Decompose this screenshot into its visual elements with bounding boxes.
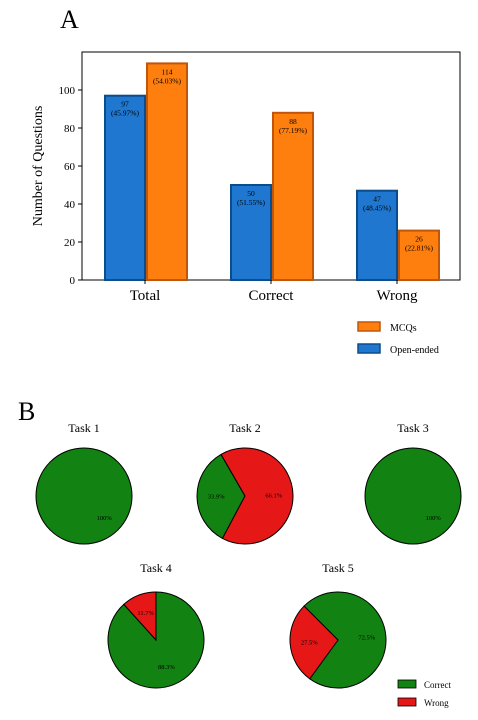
pie-slice-correct — [107, 591, 205, 689]
pie-slice-wrong — [289, 605, 339, 680]
bar-value-label: 97 — [121, 100, 129, 109]
legend-swatch — [357, 321, 381, 332]
pie-title: Task 5 — [322, 561, 354, 575]
pie-slice-label: 100% — [426, 515, 442, 522]
bar-percent-label: (48.45%) — [363, 204, 392, 213]
bar-value-label: 47 — [373, 195, 381, 204]
pie-slice-correct — [303, 591, 387, 689]
panel-a-label: A — [60, 5, 79, 34]
y-tick-label: 80 — [64, 123, 76, 135]
bar-mcqs-correct — [272, 111, 314, 281]
bar-value-label: 114 — [162, 67, 173, 76]
y-tick-label: 0 — [70, 275, 76, 287]
pie-slice-correct — [35, 447, 133, 545]
bar-value-label: 88 — [289, 117, 297, 126]
pie-slice-label: 72.5% — [358, 635, 375, 642]
pie-legend-label: Correct — [424, 680, 451, 690]
legend-label: Open-ended — [390, 345, 439, 356]
pie-title: Task 4 — [140, 561, 172, 575]
y-axis-title: Number of Questions — [31, 106, 46, 227]
bar-mcqs-total — [146, 62, 188, 282]
pie-slice-correct — [364, 447, 462, 545]
pie-slice-wrong — [123, 591, 157, 642]
pie-title: Task 3 — [397, 421, 429, 435]
bar-open-ended-total — [104, 94, 146, 281]
pie-legend-label: Wrong — [424, 698, 449, 708]
pie-legend-swatch — [397, 679, 417, 689]
pie-2: Task 2 33.9% 66.1% — [196, 421, 294, 545]
bar-percent-label: (54.03%) — [153, 76, 182, 85]
bar-percent-label: (22.81%) — [405, 244, 434, 253]
y-tick-label: 60 — [64, 161, 76, 173]
pie-3: Task 3 100% — [364, 421, 462, 545]
bar-percent-label: (45.97%) — [111, 109, 140, 118]
y-tick-label: 40 — [64, 199, 76, 211]
panel-b-label: B — [18, 397, 35, 426]
pie-legend: Correct Wrong — [397, 679, 451, 708]
bar-legend: MCQs Open-ended — [357, 321, 439, 356]
y-tick-label: 20 — [64, 237, 76, 249]
x-category-label: Wrong — [376, 288, 418, 304]
bar-open-ended-correct — [230, 184, 272, 281]
bar-mcqs-wrong — [398, 229, 440, 282]
pie-slice-label: 88.3% — [158, 664, 175, 671]
legend-swatch — [357, 343, 381, 354]
pie-slice-label: 27.5% — [301, 639, 318, 646]
pie-1: Task 1 100% — [35, 421, 133, 545]
bar-percent-label: (51.55%) — [237, 198, 266, 207]
bar-open-ended-wrong — [356, 189, 398, 281]
pie-slice-label: 66.1% — [265, 493, 282, 500]
bar-percent-label: (77.19%) — [279, 126, 308, 135]
bar-chart: Number of Questions 0 20 40 60 80 100 97(45.9… — [31, 51, 461, 356]
pie-slice-wrong — [220, 447, 294, 545]
pie-title: Task 2 — [229, 421, 261, 435]
pie-5: Task 5 72.5% 27.5% — [289, 561, 387, 689]
pie-slice-label: 100% — [97, 515, 113, 522]
y-axis-ticks: 0 20 40 60 80 100 — [59, 85, 82, 287]
pie-4: Task 4 88.3% 11.7% — [107, 561, 205, 689]
x-category-label: Total — [130, 288, 161, 304]
bar-value-label: 26 — [415, 235, 423, 244]
x-axis-categories: Total Correct Wrong — [130, 280, 418, 304]
pie-slice-label: 11.7% — [137, 610, 154, 617]
pie-slice-label: 33.9% — [208, 493, 225, 500]
y-tick-label: 100 — [59, 85, 76, 97]
pie-title: Task 1 — [68, 421, 100, 435]
bar-value-label: 50 — [247, 189, 255, 198]
pie-legend-swatch — [397, 697, 417, 707]
x-category-label: Correct — [249, 288, 295, 304]
bars: 97(45.97%) 114(54.03%) 50(51.55%) 88(77.19%… — [104, 62, 440, 282]
legend-label: MCQs — [390, 323, 417, 334]
